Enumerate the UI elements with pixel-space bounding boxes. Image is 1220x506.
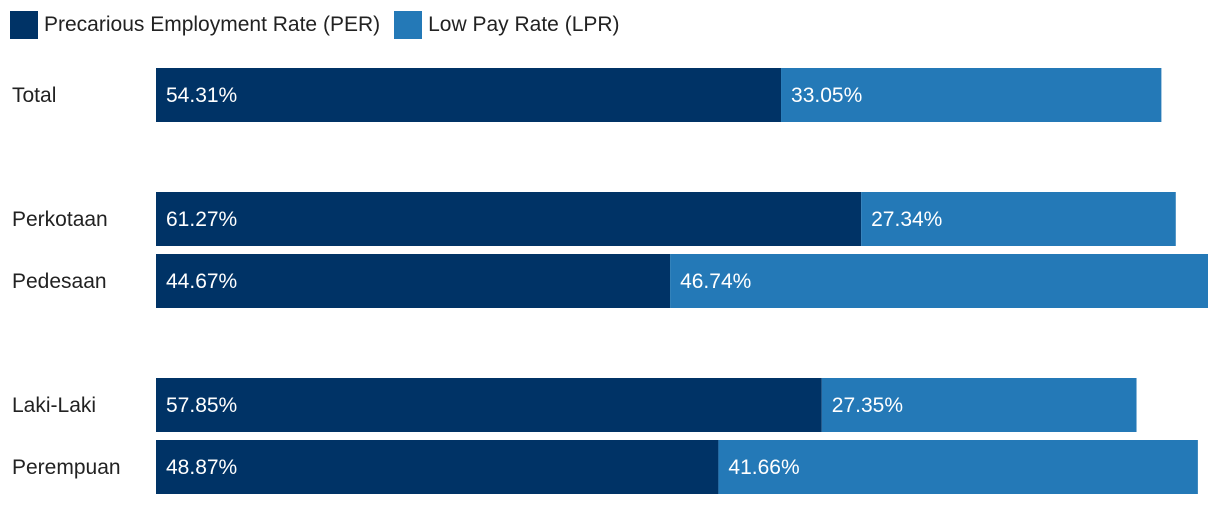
data-label-per-perempuan: 48.87% [166,456,237,479]
category-label-total: Total [12,84,56,107]
category-label-perempuan: Perempuan [12,456,121,479]
data-label-per-laki-laki: 57.85% [166,394,237,417]
data-label-lpr-perkotaan: 27.34% [871,208,942,231]
legend-item-per: Precarious Employment Rate (PER) [10,11,380,39]
data-label-lpr-perempuan: 41.66% [728,456,799,479]
bar-lpr-total [781,68,1162,122]
bar-per-perempuan [156,440,719,494]
bar-lpr-pedesaan [670,254,1208,308]
legend-item-lpr: Low Pay Rate (LPR) [394,11,620,39]
bar-per-pedesaan [156,254,671,308]
legend-swatch-lpr [394,11,423,39]
bar-per-total [156,68,782,122]
category-label-laki-laki: Laki-Laki [12,394,96,417]
bar-per-laki-laki [156,378,822,432]
legend-swatch-per [10,11,38,39]
data-label-per-pedesaan: 44.67% [166,270,237,293]
bar-lpr-laki-laki [821,378,1137,432]
legend-label-per: Precarious Employment Rate (PER) [44,13,381,36]
data-label-lpr-pedesaan: 46.74% [680,270,751,293]
bar-lpr-perkotaan [861,192,1176,246]
data-label-lpr-total: 33.05% [791,84,862,107]
category-label-perkotaan: Perkotaan [12,208,108,231]
bar-per-perkotaan [156,192,862,246]
legend-label-lpr: Low Pay Rate (LPR) [428,13,620,36]
bar-lpr-perempuan [718,440,1198,494]
chart-legend: Precarious Employment Rate (PER) Low Pay… [10,10,634,40]
data-label-lpr-laki-laki: 27.35% [832,394,903,417]
category-label-pedesaan: Pedesaan [12,270,107,293]
data-label-per-perkotaan: 61.27% [166,208,237,231]
data-label-per-total: 54.31% [166,84,237,107]
